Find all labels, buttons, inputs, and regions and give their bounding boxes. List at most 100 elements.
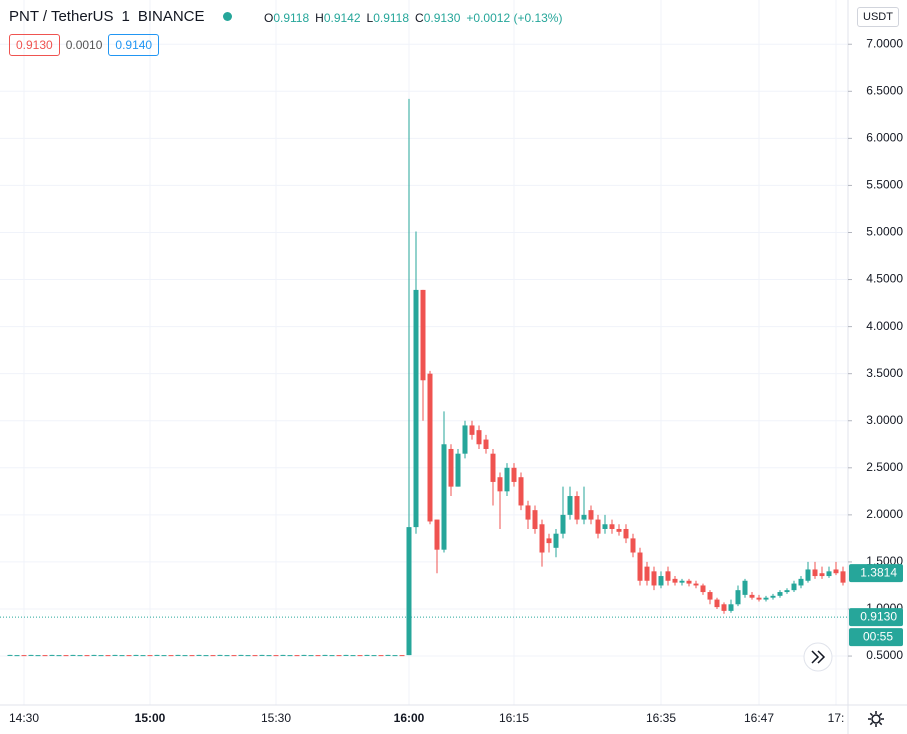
- candle-body: [203, 655, 209, 657]
- symbol-header: PNT / TetherUS 1 BINANCE: [9, 8, 232, 25]
- candle-body: [343, 654, 349, 656]
- candle-body: [441, 444, 447, 550]
- candle-body: [497, 477, 503, 492]
- candle-body: [455, 453, 461, 487]
- ohlc-value: 0.9142: [323, 11, 361, 25]
- candle-body: [266, 655, 272, 657]
- candle-body: [364, 654, 370, 656]
- x-tick-label: 16:00: [394, 711, 425, 725]
- currency-button[interactable]: USDT: [857, 7, 899, 27]
- y-tick-label: 5.0000: [866, 225, 903, 239]
- candle-body: [119, 655, 125, 657]
- ohlc-value: 0.9118: [373, 11, 410, 25]
- candle-body: [560, 514, 566, 534]
- candle-body: [42, 655, 48, 657]
- candle-body: [196, 654, 202, 656]
- candle-body: [70, 654, 76, 656]
- candle-body: [469, 425, 475, 435]
- status-dot: [222, 12, 232, 21]
- candle-body: [161, 655, 167, 657]
- candle-body: [14, 655, 20, 657]
- y-tick-label: 4.0000: [866, 319, 903, 333]
- candle-body: [686, 580, 692, 584]
- candle-body: [378, 655, 384, 657]
- candle-body: [49, 654, 55, 656]
- sell-button[interactable]: 0.9130: [9, 34, 60, 56]
- candle-body: [665, 571, 671, 581]
- y-tick-label: 5.5000: [866, 178, 903, 192]
- candle-body: [140, 655, 146, 657]
- ohlc-legend: O0.9118 H0.9142 L0.9118 C0.9130 +0.0012 …: [264, 11, 562, 25]
- y-tick-label: 0.5000: [866, 648, 903, 662]
- candle-body: [609, 524, 615, 529]
- candle-body: [280, 654, 286, 656]
- candle-body: [210, 655, 216, 657]
- candle-body: [490, 453, 496, 482]
- price-badge-bg: [849, 564, 903, 583]
- candle-body: [567, 496, 573, 515]
- candle-body: [777, 592, 783, 596]
- ohlc-key: H: [315, 11, 324, 25]
- x-tick-label: 16:47: [744, 711, 774, 725]
- buy-button[interactable]: 0.9140: [108, 34, 160, 56]
- candles: [7, 98, 848, 657]
- candle-body: [532, 510, 538, 529]
- candle-body: [553, 533, 559, 548]
- candle-body: [812, 569, 818, 577]
- trade-boxes: 0.9130 0.0010 0.9140: [9, 34, 160, 56]
- last-price-badge: 0.9130: [860, 609, 897, 623]
- candle-body: [420, 289, 426, 381]
- candle-body: [714, 599, 720, 608]
- candle-body: [294, 655, 300, 657]
- candle-body: [91, 654, 97, 656]
- countdown: 00:55: [863, 629, 893, 643]
- candle-body: [63, 655, 69, 657]
- last-price-badge-bg: [849, 608, 903, 627]
- candle-body: [721, 604, 727, 611]
- candle-body: [616, 528, 622, 532]
- candle-body: [511, 467, 517, 482]
- candle-body: [231, 655, 237, 657]
- candle-body: [833, 569, 839, 574]
- candle-body: [574, 496, 580, 520]
- candle-body: [126, 655, 132, 657]
- candle-body: [539, 524, 545, 553]
- candle-body: [147, 655, 153, 657]
- y-tick-label: 6.5000: [866, 83, 903, 97]
- symbol: PNT / TetherUS: [9, 8, 114, 25]
- candle-body: [476, 430, 482, 445]
- candle-body: [679, 580, 685, 583]
- candle-body: [308, 655, 314, 657]
- candle-body: [259, 654, 265, 656]
- x-tick-label: 16:35: [646, 711, 676, 725]
- ohlc-value: 0.9118: [273, 11, 310, 25]
- x-tick-label: 17:: [828, 711, 845, 725]
- candle-body: [84, 655, 90, 657]
- candle-body: [322, 654, 328, 656]
- scroll-button[interactable]: [803, 642, 833, 672]
- candle-body: [98, 655, 104, 657]
- candle-body: [315, 655, 321, 657]
- candle-body: [434, 519, 440, 550]
- candle-body: [840, 571, 846, 583]
- exchange: BINANCE: [137, 8, 205, 25]
- change: +0.0012 (+0.13%): [466, 11, 563, 25]
- interval[interactable]: 1: [121, 8, 130, 25]
- candle-body: [112, 654, 118, 656]
- candle-body: [749, 594, 755, 598]
- x-tick-label: 15:30: [261, 711, 291, 725]
- candle-body: [637, 552, 643, 581]
- candle-body: [707, 592, 713, 600]
- countdown-bg: [849, 628, 903, 647]
- candle-body: [784, 590, 790, 593]
- candle-body: [623, 528, 629, 539]
- settings-icon[interactable]: [868, 711, 884, 727]
- candle-body: [329, 655, 335, 657]
- candle-body: [392, 655, 398, 657]
- candle-body: [700, 585, 706, 593]
- ohlc-item: C0.9130: [415, 11, 460, 25]
- candle-body: [28, 654, 34, 656]
- candle-body: [413, 289, 419, 528]
- candle-body: [791, 583, 797, 591]
- candle-body: [273, 655, 279, 657]
